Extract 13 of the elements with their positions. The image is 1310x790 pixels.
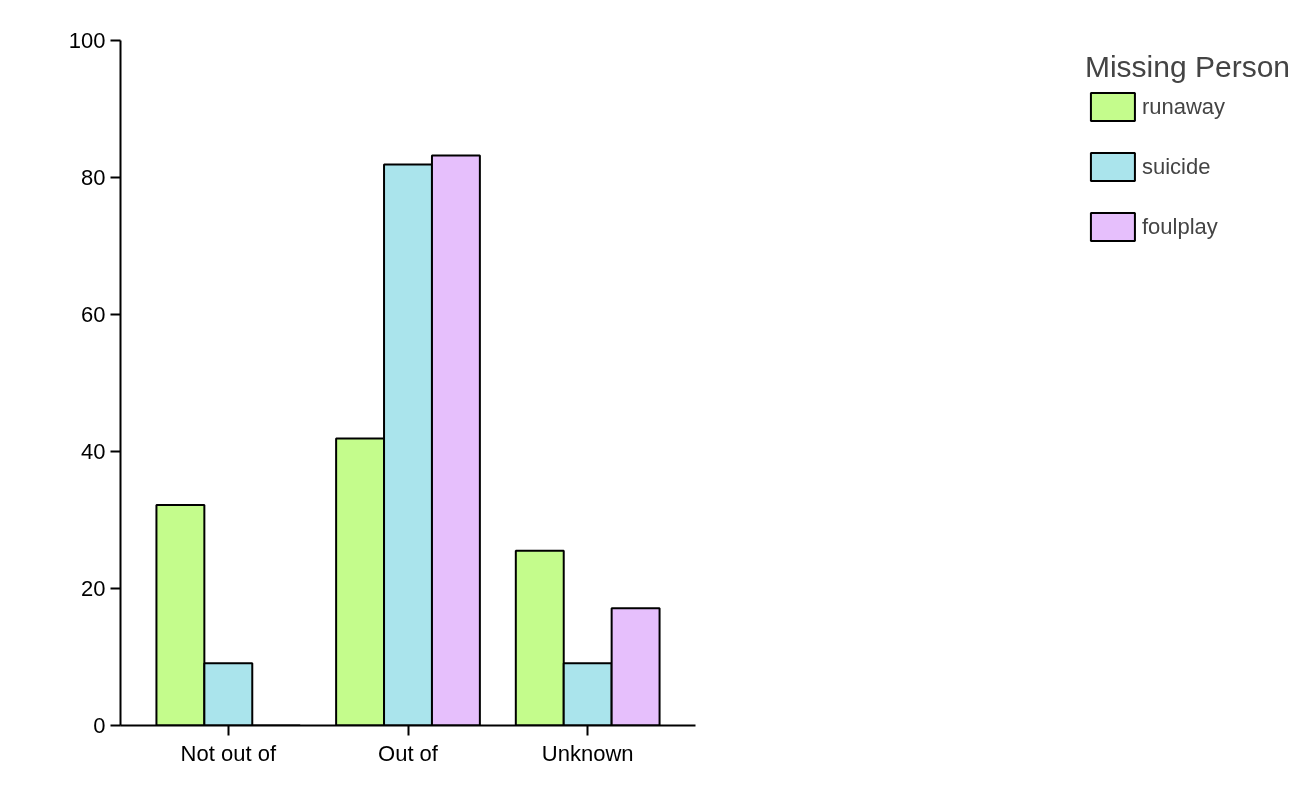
- x-tick-label: Unknown: [541, 740, 634, 766]
- legend-label: foulplay: [1141, 213, 1218, 240]
- legend-title: Missing Person: [1084, 50, 1290, 84]
- y-tick-label: 60: [81, 302, 106, 327]
- y-tick-label: 80: [81, 165, 106, 190]
- y-tick-label: 20: [81, 576, 106, 601]
- x-tick-label: Not out of: [180, 740, 277, 766]
- legend-label: suicide: [1141, 153, 1211, 180]
- legend-label: runaway: [1141, 93, 1226, 120]
- y-tick-label: 40: [81, 439, 106, 464]
- y-tick-label: 100: [68, 28, 106, 53]
- y-tick-label: 0: [93, 713, 106, 738]
- x-tick-label: Out of: [378, 740, 439, 766]
